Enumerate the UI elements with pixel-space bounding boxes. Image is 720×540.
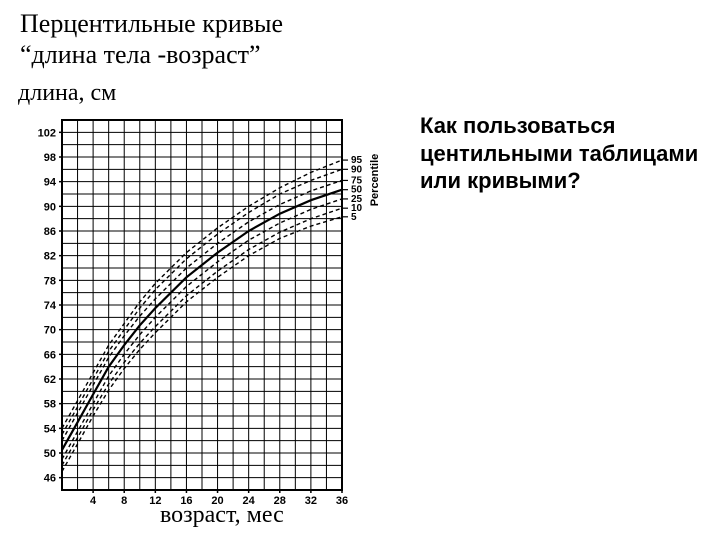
- svg-text:86: 86: [44, 226, 56, 238]
- chart-svg: 4650545862667074788286909498102481216202…: [30, 116, 400, 516]
- svg-text:94: 94: [44, 177, 57, 189]
- chart-title: Перцентильные кривые “длина тела -возрас…: [20, 8, 283, 70]
- svg-text:8: 8: [121, 495, 127, 507]
- side-question: Как пользоваться центильными таблицами и…: [420, 112, 700, 195]
- svg-text:50: 50: [44, 448, 56, 460]
- title-line-2: “длина тела -возраст”: [20, 40, 261, 69]
- svg-text:Percentile: Percentile: [369, 154, 381, 207]
- svg-text:36: 36: [336, 495, 348, 507]
- svg-text:98: 98: [44, 152, 56, 164]
- x-axis-label: возраст, мес: [160, 502, 284, 529]
- svg-text:5: 5: [351, 212, 357, 223]
- title-line-1: Перцентильные кривые: [20, 9, 283, 38]
- svg-text:66: 66: [44, 349, 56, 361]
- growth-chart: 4650545862667074788286909498102481216202…: [30, 116, 400, 521]
- svg-text:4: 4: [90, 495, 97, 507]
- svg-text:70: 70: [44, 325, 56, 337]
- svg-text:32: 32: [305, 495, 317, 507]
- svg-text:102: 102: [38, 127, 56, 139]
- svg-text:90: 90: [351, 164, 363, 175]
- svg-text:90: 90: [44, 201, 56, 213]
- svg-text:54: 54: [44, 423, 57, 435]
- svg-text:46: 46: [44, 473, 56, 485]
- svg-text:62: 62: [44, 374, 56, 386]
- svg-text:74: 74: [44, 300, 57, 312]
- svg-text:78: 78: [44, 275, 56, 287]
- svg-text:82: 82: [44, 251, 56, 263]
- y-axis-label: длина, см: [18, 80, 116, 107]
- svg-text:58: 58: [44, 399, 56, 411]
